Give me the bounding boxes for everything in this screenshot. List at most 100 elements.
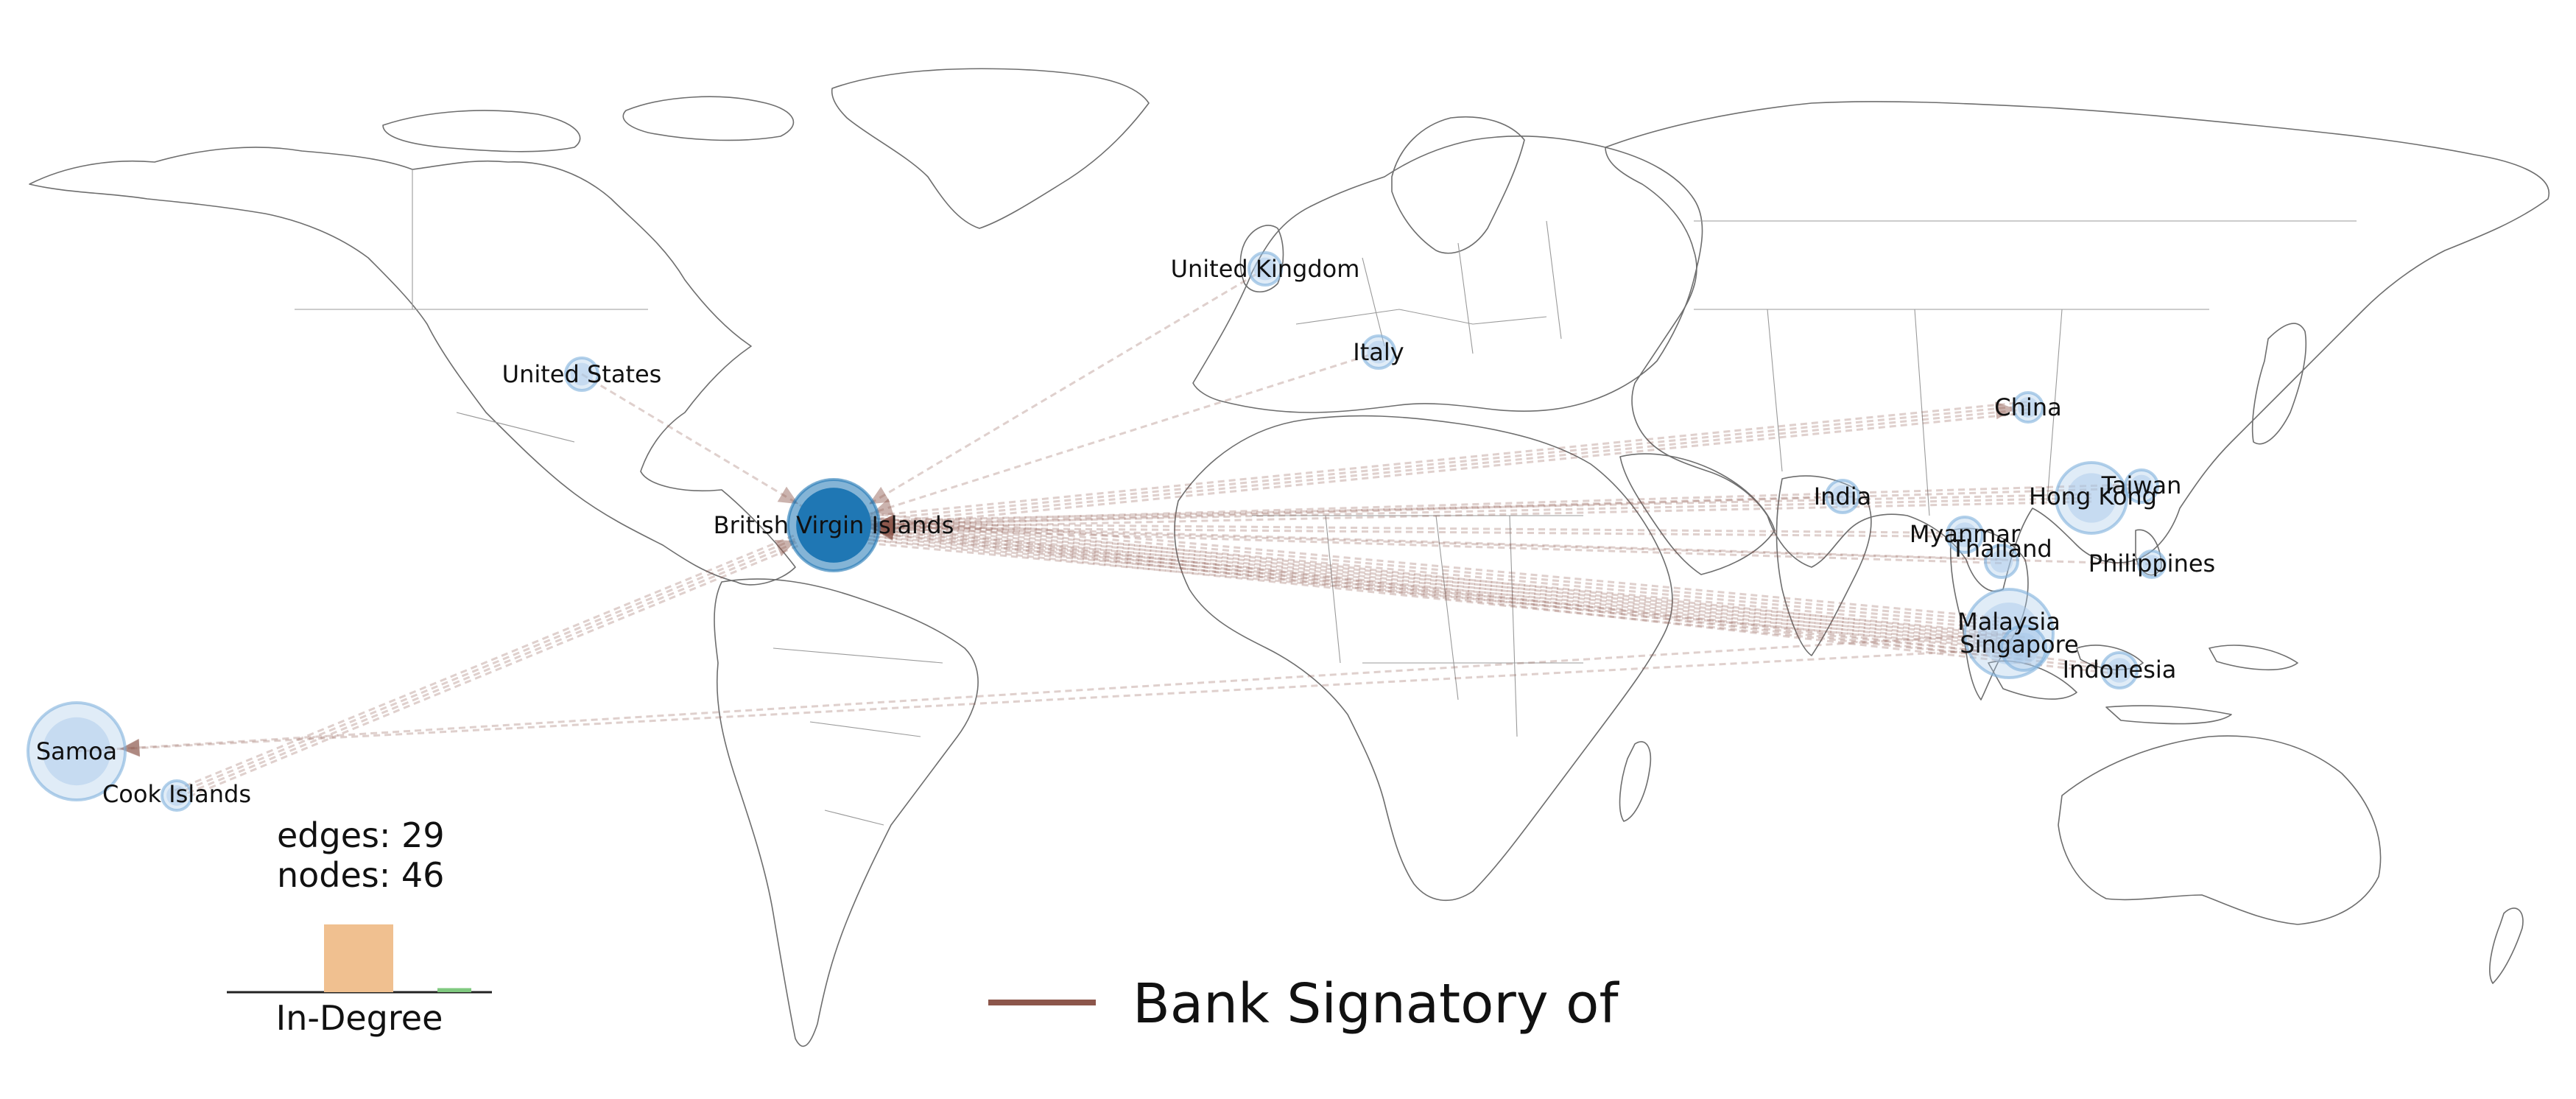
node-core-india bbox=[1831, 485, 1854, 508]
edge-british-virgin-islands-to-china bbox=[834, 407, 2029, 528]
histogram-xlabel: In-Degree bbox=[276, 998, 443, 1038]
new-zealand-outline bbox=[2489, 907, 2524, 984]
edge-malaysia-to-british-virgin-islands bbox=[832, 535, 2008, 646]
edge-indonesia-to-british-virgin-islands bbox=[834, 520, 2120, 668]
greenland-outline bbox=[831, 68, 1150, 229]
node-core-hong-kong bbox=[2066, 473, 2116, 523]
africa-borders bbox=[1252, 515, 1583, 737]
node-india[interactable] bbox=[1825, 479, 1860, 514]
node-label-united-states: United States bbox=[502, 360, 662, 388]
arrowhead-malaysia-to-samoa bbox=[120, 738, 140, 756]
node-myanmar[interactable] bbox=[1946, 516, 1984, 554]
histogram-bars bbox=[324, 924, 471, 992]
edge-malaysia-to-british-virgin-islands bbox=[832, 531, 2009, 642]
edge-singapore-to-british-virgin-islands bbox=[833, 527, 2024, 653]
node-core-samoa bbox=[42, 717, 111, 786]
node-united-states[interactable] bbox=[564, 357, 599, 392]
arrowhead-taiwan-to-british-virgin-islands bbox=[874, 514, 895, 533]
arabia-outline bbox=[1619, 453, 1776, 575]
node-core-cook-islands bbox=[166, 785, 187, 806]
node-samoa[interactable] bbox=[27, 701, 127, 801]
node-philippines[interactable] bbox=[2137, 550, 2167, 579]
arrowhead-thailand-to-british-virgin-islands bbox=[874, 518, 895, 536]
edge-taiwan-to-british-virgin-islands bbox=[833, 483, 2142, 525]
in-degree-histogram: In-Degree bbox=[227, 924, 492, 1038]
histogram-bar bbox=[437, 988, 471, 992]
node-thailand[interactable] bbox=[1984, 544, 2019, 579]
south-america-outline bbox=[714, 578, 979, 1047]
node-label-philippines: Philippines bbox=[2088, 550, 2215, 577]
uk-outline bbox=[1239, 225, 1284, 293]
edge-indonesia-to-british-virgin-islands bbox=[833, 524, 2120, 672]
edge-malaysia-to-british-virgin-islands bbox=[833, 524, 2010, 635]
node-singapore[interactable] bbox=[2000, 625, 2047, 672]
node-hong-kong[interactable] bbox=[2055, 461, 2128, 535]
edge-singapore-to-british-virgin-islands bbox=[832, 531, 2024, 657]
node-label-united-kingdom: United Kingdom bbox=[1171, 255, 1360, 283]
edge-cook-islands-to-british-virgin-islands bbox=[178, 529, 837, 802]
node-core-italy bbox=[1367, 340, 1390, 364]
edge-malaysia-to-british-virgin-islands bbox=[834, 513, 2010, 624]
nodes-count-text: nodes: 46 bbox=[277, 855, 444, 895]
node-label-china: China bbox=[1994, 393, 2061, 421]
edge-cook-islands-to-british-virgin-islands bbox=[174, 519, 832, 792]
edge-united-kingdom-to-british-virgin-islands bbox=[833, 267, 1266, 527]
edge-taiwan-to-british-virgin-islands bbox=[834, 486, 2142, 528]
node-core-taiwan bbox=[2130, 474, 2153, 498]
arrowhead-singapore-to-british-virgin-islands bbox=[874, 522, 895, 541]
asia-borders bbox=[1694, 220, 2357, 516]
madagascar-outline bbox=[1619, 741, 1652, 822]
node-taiwan[interactable] bbox=[2124, 468, 2159, 504]
node-halo-italy bbox=[1361, 334, 1396, 370]
edge-india-to-british-virgin-islands bbox=[833, 495, 1843, 527]
edge-british-virgin-islands-to-china bbox=[833, 404, 2028, 525]
edge-singapore-to-samoa bbox=[76, 647, 2024, 753]
arrowhead-united-kingdom-to-british-virgin-islands bbox=[868, 486, 890, 505]
node-halo-myanmar bbox=[1946, 516, 1984, 554]
arrowhead-philippines-to-british-virgin-islands bbox=[874, 518, 895, 536]
world-basemap bbox=[29, 68, 2550, 1047]
node-china[interactable] bbox=[2012, 391, 2044, 424]
node-halo-united-kingdom bbox=[1247, 251, 1283, 287]
node-core-myanmar bbox=[1952, 522, 1977, 547]
edge-philippines-to-british-virgin-islands bbox=[833, 524, 2153, 566]
node-indonesia[interactable] bbox=[2100, 651, 2139, 689]
nodes-layer bbox=[27, 251, 2167, 812]
edge-myanmar-to-british-virgin-islands bbox=[834, 522, 1966, 535]
arrowhead-singapore-to-samoa bbox=[120, 739, 140, 757]
node-core-singapore bbox=[2008, 633, 2039, 664]
edge-malaysia-to-british-virgin-islands bbox=[832, 538, 2008, 650]
edge-british-virgin-islands-to-china bbox=[834, 411, 2029, 532]
node-label-taiwan: Taiwan bbox=[2101, 471, 2182, 499]
node-core-united-states bbox=[570, 362, 594, 386]
edge-indonesia-to-british-virgin-islands bbox=[833, 527, 2119, 675]
node-label-singapore: Singapore bbox=[1960, 631, 2078, 659]
node-label-samoa: Samoa bbox=[36, 737, 117, 765]
node-halo-indonesia bbox=[2100, 651, 2139, 689]
edge-myanmar-to-british-virgin-islands bbox=[833, 525, 1965, 538]
legend: Bank Signatory of bbox=[988, 972, 1619, 1036]
europe-outline bbox=[1192, 135, 1703, 413]
node-cook-islands[interactable] bbox=[161, 779, 193, 812]
node-label-thailand: Thailand bbox=[1950, 535, 2052, 563]
node-label-british-virgin-islands: British Virgin Islands bbox=[714, 511, 954, 539]
arrowhead-india-to-british-virgin-islands bbox=[874, 514, 895, 533]
node-halo-india bbox=[1825, 479, 1860, 514]
node-united-kingdom[interactable] bbox=[1247, 251, 1283, 287]
edge-united-states-to-british-virgin-islands bbox=[581, 373, 834, 527]
edge-malaysia-to-british-virgin-islands bbox=[834, 516, 2010, 628]
arctic-islands-outline bbox=[382, 96, 795, 152]
arrowhead-malaysia-to-british-virgin-islands bbox=[874, 522, 895, 540]
node-label-malaysia: Malaysia bbox=[1957, 608, 2061, 636]
node-label-indonesia: Indonesia bbox=[2063, 656, 2177, 684]
node-label-india: India bbox=[1814, 482, 1872, 510]
edge-thailand-to-british-virgin-islands bbox=[834, 522, 2002, 561]
asia-outline bbox=[1605, 101, 2550, 592]
node-italy[interactable] bbox=[1361, 334, 1396, 370]
se-asia-outline bbox=[1949, 527, 2029, 701]
node-british-virgin-islands[interactable] bbox=[786, 478, 881, 572]
node-core-philippines bbox=[2142, 555, 2161, 574]
sa-borders bbox=[773, 647, 943, 826]
north-america-outline bbox=[29, 147, 796, 586]
europe-borders bbox=[1295, 220, 1562, 354]
